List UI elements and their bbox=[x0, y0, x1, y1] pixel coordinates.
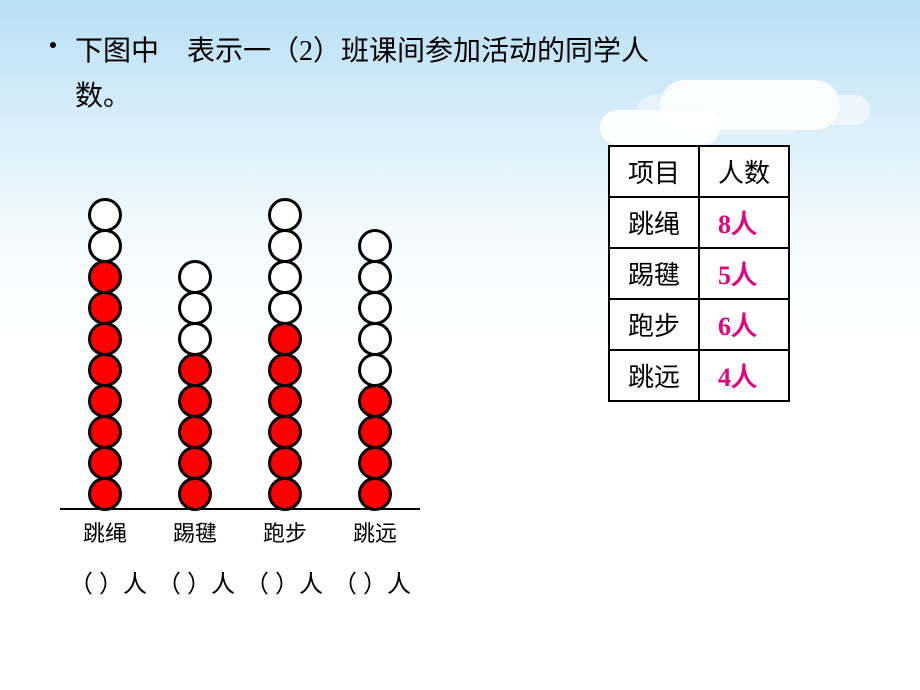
circle-filled bbox=[358, 477, 392, 511]
circle-filled bbox=[88, 446, 122, 480]
blank-count: （ ）人 bbox=[69, 564, 147, 599]
blank-count: （ ）人 bbox=[245, 564, 323, 599]
page-title: 下图中 表示一（2）班课间参加活动的同学人 数。 bbox=[75, 30, 649, 120]
pictograph-chart: 跳绳踢毽跑步跳远 （ ）人 （ ）人 （ ）人 （ ）人 bbox=[60, 150, 420, 599]
circle-empty bbox=[358, 260, 392, 294]
activity-table: 项目 人数 跳绳8人踢毽5人跑步6人跳远4人 bbox=[608, 145, 790, 402]
circle-empty bbox=[178, 322, 212, 356]
circle-filled bbox=[88, 322, 122, 356]
cell-count: 4人 bbox=[699, 350, 789, 401]
table-row: 跑步6人 bbox=[609, 299, 789, 350]
circle-filled bbox=[88, 260, 122, 294]
chart-column bbox=[160, 260, 230, 508]
header-activity: 项目 bbox=[609, 146, 699, 197]
chart-columns bbox=[60, 150, 420, 510]
blank-count: （ ）人 bbox=[157, 564, 235, 599]
header-count: 人数 bbox=[699, 146, 789, 197]
chart-labels: 跳绳踢毽跑步跳远 bbox=[60, 516, 420, 548]
circle-empty bbox=[178, 260, 212, 294]
column-label: 跑步 bbox=[250, 516, 320, 548]
cell-count: 5人 bbox=[699, 248, 789, 299]
circle-filled bbox=[88, 477, 122, 511]
circle-filled bbox=[178, 415, 212, 449]
circle-empty bbox=[268, 229, 302, 263]
title-line-2: 数。 bbox=[75, 81, 131, 112]
circle-empty bbox=[358, 291, 392, 325]
circle-filled bbox=[268, 384, 302, 418]
circle-filled bbox=[268, 322, 302, 356]
circle-filled bbox=[88, 291, 122, 325]
circle-filled bbox=[178, 446, 212, 480]
circle-empty bbox=[268, 198, 302, 232]
cell-activity: 踢毽 bbox=[609, 248, 699, 299]
table-row: 跳绳8人 bbox=[609, 197, 789, 248]
circle-filled bbox=[178, 353, 212, 387]
circle-filled bbox=[268, 353, 302, 387]
cell-count: 6人 bbox=[699, 299, 789, 350]
circle-filled bbox=[88, 384, 122, 418]
cell-count: 8人 bbox=[699, 197, 789, 248]
cell-activity: 跳绳 bbox=[609, 197, 699, 248]
chart-column bbox=[70, 198, 140, 508]
circle-empty bbox=[178, 291, 212, 325]
circle-filled bbox=[178, 384, 212, 418]
table-row: 跳远4人 bbox=[609, 350, 789, 401]
circle-empty bbox=[358, 353, 392, 387]
column-label: 跳远 bbox=[340, 516, 410, 548]
circle-filled bbox=[358, 446, 392, 480]
chart-column bbox=[340, 229, 410, 508]
chart-column bbox=[250, 198, 320, 508]
table-row: 踢毽5人 bbox=[609, 248, 789, 299]
circle-empty bbox=[268, 260, 302, 294]
table-header-row: 项目 人数 bbox=[609, 146, 789, 197]
circle-filled bbox=[88, 353, 122, 387]
circle-empty bbox=[358, 229, 392, 263]
circle-filled bbox=[268, 415, 302, 449]
circle-filled bbox=[178, 477, 212, 511]
circle-empty bbox=[358, 322, 392, 356]
circle-filled bbox=[88, 415, 122, 449]
circle-filled bbox=[268, 477, 302, 511]
cell-activity: 跑步 bbox=[609, 299, 699, 350]
circle-filled bbox=[358, 415, 392, 449]
cell-activity: 跳远 bbox=[609, 350, 699, 401]
circle-empty bbox=[88, 229, 122, 263]
circle-filled bbox=[268, 446, 302, 480]
chart-counts-line: （ ）人 （ ）人 （ ）人 （ ）人 bbox=[60, 564, 420, 599]
bullet-icon bbox=[50, 42, 56, 48]
blank-count: （ ）人 bbox=[333, 564, 411, 599]
column-label: 踢毽 bbox=[160, 516, 230, 548]
circle-empty bbox=[268, 291, 302, 325]
circle-filled bbox=[358, 384, 392, 418]
circle-empty bbox=[88, 198, 122, 232]
column-label: 跳绳 bbox=[70, 516, 140, 548]
title-line-1: 下图中 表示一（2）班课间参加活动的同学人 bbox=[75, 36, 649, 67]
